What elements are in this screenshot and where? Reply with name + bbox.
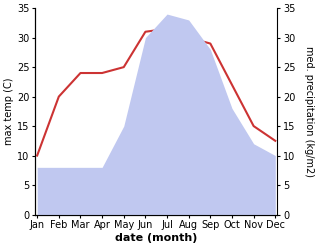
Y-axis label: med. precipitation (kg/m2): med. precipitation (kg/m2): [304, 46, 314, 177]
Y-axis label: max temp (C): max temp (C): [4, 78, 14, 145]
X-axis label: date (month): date (month): [115, 233, 197, 243]
